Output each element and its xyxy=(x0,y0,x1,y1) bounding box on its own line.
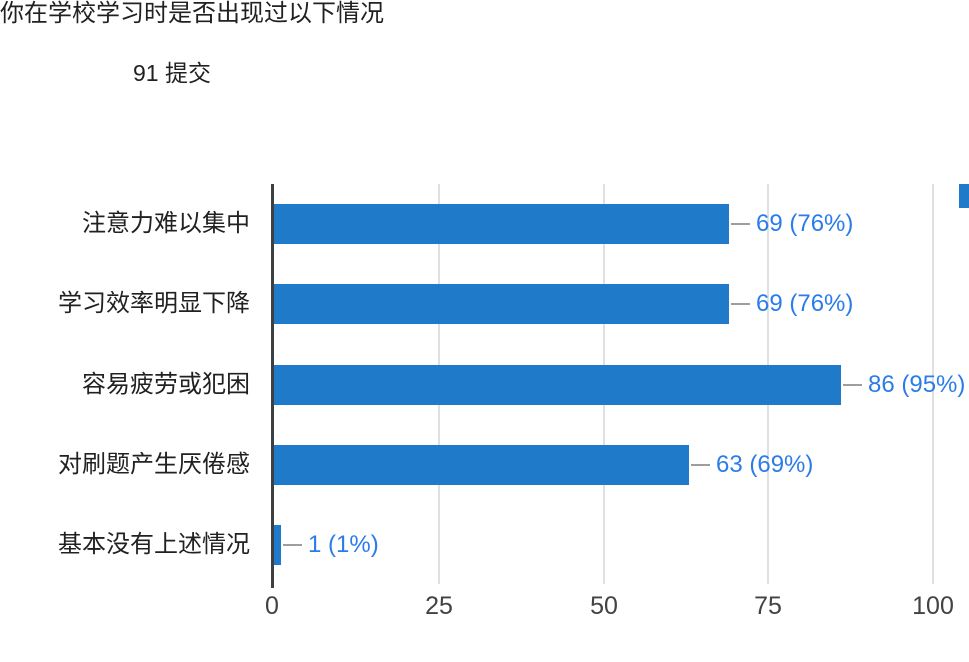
value-label: 63 (69%) xyxy=(716,451,814,478)
category-label: 注意力难以集中 xyxy=(82,210,250,237)
x-tick-label: 100 xyxy=(912,592,954,620)
category-label: 对刷题产生厌倦感 xyxy=(58,451,250,478)
value-label: 69 (76%) xyxy=(756,210,854,237)
value-label: 86 (95%) xyxy=(868,371,966,398)
bar[interactable] xyxy=(274,204,729,244)
legend-swatch xyxy=(959,184,969,208)
gridline xyxy=(932,184,934,584)
value-connector-line xyxy=(731,303,750,305)
value-connector-line xyxy=(843,384,862,386)
category-axis-line xyxy=(271,184,274,588)
bar[interactable] xyxy=(274,284,729,324)
value-label: 1 (1%) xyxy=(308,531,379,558)
category-label: 学习效率明显下降 xyxy=(58,290,250,317)
value-connector-line xyxy=(731,223,750,225)
value-connector-line xyxy=(283,544,302,546)
submission-count: 91 提交 xyxy=(133,60,211,86)
value-label: 69 (76%) xyxy=(756,290,854,317)
bar[interactable] xyxy=(274,525,281,565)
value-connector-line xyxy=(691,464,710,466)
x-tick-label: 50 xyxy=(590,592,618,620)
page-title: 你在学校学习时是否出现过以下情况 xyxy=(0,0,384,27)
x-tick-label: 25 xyxy=(425,592,453,620)
x-tick-label: 0 xyxy=(265,592,279,620)
x-tick-label: 75 xyxy=(754,592,782,620)
category-label: 容易疲劳或犯困 xyxy=(82,371,250,398)
bar[interactable] xyxy=(274,365,841,405)
bar[interactable] xyxy=(274,445,689,485)
category-label: 基本没有上述情况 xyxy=(58,531,250,558)
